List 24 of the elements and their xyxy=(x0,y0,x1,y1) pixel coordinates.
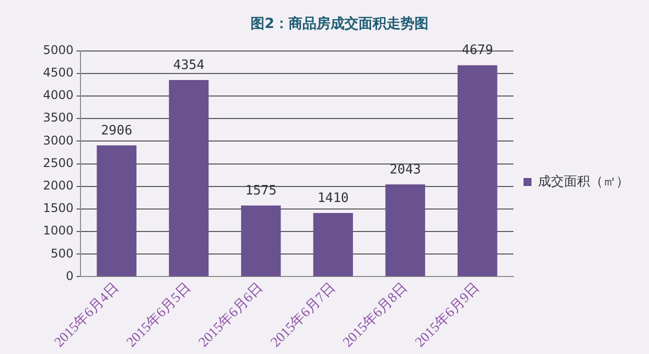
bar xyxy=(313,213,353,276)
y-tick-label: 4000 xyxy=(42,88,74,102)
y-tick-label: 2000 xyxy=(42,178,74,192)
data-label: 1410 xyxy=(317,190,349,206)
chart-title: 图2：商品房成交面积走势图 xyxy=(250,15,428,32)
y-tick-label: 4500 xyxy=(42,66,74,80)
y-tick-label: 500 xyxy=(50,246,74,260)
data-label: 2906 xyxy=(100,123,132,138)
bar xyxy=(385,184,426,276)
data-label: 2043 xyxy=(390,162,421,178)
bar xyxy=(241,206,281,276)
y-tick-label: 1000 xyxy=(42,224,74,238)
legend-label: 成交面积（㎡） xyxy=(538,173,629,190)
y-tick-label: 3000 xyxy=(42,133,74,148)
y-tick-label: 2500 xyxy=(42,156,74,170)
bar xyxy=(458,65,498,276)
data-label: 1575 xyxy=(245,183,277,198)
y-tick-label: 3500 xyxy=(42,110,74,125)
bar xyxy=(96,145,136,276)
y-tick-label: 1500 xyxy=(42,201,74,216)
bar xyxy=(168,80,209,276)
data-label: 4354 xyxy=(173,58,205,73)
y-tick-label: 0 xyxy=(66,268,74,283)
y-tick-label: 5000 xyxy=(42,42,74,57)
